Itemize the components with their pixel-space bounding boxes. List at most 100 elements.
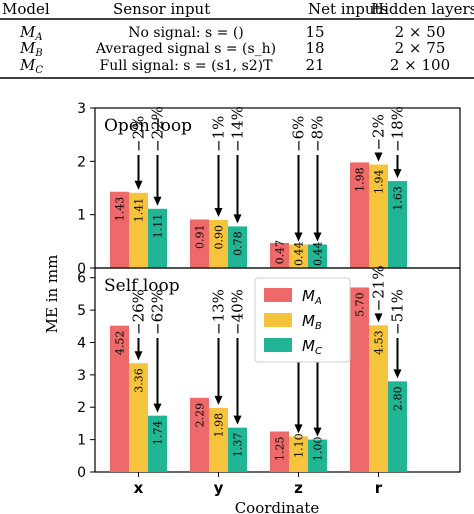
arrow-to-mc-head xyxy=(233,214,242,224)
percent-change-label: −18% xyxy=(389,106,407,152)
table-cell-hidden-layers: 2 × 75 xyxy=(395,39,446,57)
bar-value-label: 0.47 xyxy=(274,240,287,265)
table-cell-net-inputs: 21 xyxy=(305,56,324,74)
y-axis-label: ME in mm xyxy=(43,255,61,334)
x-axis-label: Coordinate xyxy=(235,499,320,514)
table-header-cell: Net inputs xyxy=(308,0,388,18)
percent-change-label: −26% xyxy=(130,289,148,335)
y-tick-label: 2 xyxy=(77,400,86,416)
percent-change-label: −13% xyxy=(210,289,228,335)
arrow-to-mb-head xyxy=(134,180,143,190)
arrow-to-mb-head xyxy=(294,424,303,434)
bar-value-label: 0.78 xyxy=(232,231,245,256)
bar xyxy=(209,220,228,268)
bar xyxy=(289,436,308,472)
table-cell-hidden-layers: 2 × 50 xyxy=(395,23,446,41)
x-tick-label: r xyxy=(375,479,383,497)
panel-title: Open loop xyxy=(104,116,192,136)
legend-swatch xyxy=(264,288,292,302)
legend-swatch xyxy=(264,313,292,327)
bar xyxy=(209,407,228,472)
percent-change-label: −14% xyxy=(229,106,247,152)
bar-value-label: 0.91 xyxy=(194,224,207,249)
bar xyxy=(350,162,369,268)
arrow-to-mb-head xyxy=(214,208,223,217)
bar xyxy=(228,226,247,268)
arrow-to-mc-head xyxy=(313,427,322,437)
x-tick-label: z xyxy=(294,479,303,497)
arrow-to-mb-head xyxy=(374,313,383,323)
bar-value-label: 0.44 xyxy=(293,242,306,266)
bar-value-label: 1.94 xyxy=(373,170,386,195)
bar-value-label: 1.43 xyxy=(114,197,127,222)
bar xyxy=(388,181,407,268)
bar-value-label: 1.98 xyxy=(354,167,367,192)
table-cell-net-inputs: 15 xyxy=(305,23,324,41)
bar xyxy=(110,191,129,268)
bar-value-label: 0.90 xyxy=(213,225,226,250)
legend-swatch xyxy=(264,338,292,352)
bar-value-label: 2.29 xyxy=(194,403,207,428)
y-tick-label: 3 xyxy=(77,101,86,117)
table-cell-sensor-input: No signal: s = () xyxy=(128,25,244,41)
table-header-cell: Model xyxy=(2,0,50,18)
bar xyxy=(350,287,369,472)
percent-change-label: −2% xyxy=(130,116,148,152)
bar-value-label: 5.70 xyxy=(354,292,367,317)
bar xyxy=(308,244,327,268)
bar xyxy=(388,381,407,472)
panel-title: Self loop xyxy=(104,276,180,296)
bar xyxy=(270,242,289,268)
y-tick-label: 1 xyxy=(77,208,86,224)
legend-label: MC xyxy=(302,337,322,357)
table-header-cell: Hidden layers xyxy=(371,0,474,18)
y-tick-label: 3 xyxy=(77,368,86,384)
bar-value-label: 1.98 xyxy=(213,413,226,438)
y-tick-label: 0 xyxy=(77,261,86,277)
bar xyxy=(369,164,388,268)
bar xyxy=(228,427,247,472)
bar xyxy=(190,219,209,268)
arrow-to-mc-head xyxy=(233,415,242,425)
bar xyxy=(270,431,289,472)
table-cell-hidden-layers: 2 × 100 xyxy=(390,56,450,74)
percent-change-label: −62% xyxy=(149,289,167,335)
arrow-to-mc-head xyxy=(393,169,402,179)
table-cell-model: MC xyxy=(19,56,43,76)
bar-value-label: 1.25 xyxy=(274,437,287,462)
y-tick-label: 5 xyxy=(77,303,86,319)
bar xyxy=(289,244,308,268)
bar-value-label: 4.52 xyxy=(114,331,127,356)
bar xyxy=(110,325,129,472)
bar-value-label: 1.63 xyxy=(392,186,405,211)
y-tick-label: 4 xyxy=(77,335,86,351)
bar xyxy=(148,208,167,268)
bar-value-label: 4.53 xyxy=(373,330,386,355)
y-tick-label: 6 xyxy=(77,271,86,287)
percent-change-label: −21% xyxy=(370,265,388,311)
x-tick-label: x xyxy=(134,479,144,497)
bar xyxy=(308,439,327,472)
table-cell-sensor-input: Full signal: s = (s1, s2)T xyxy=(100,58,274,74)
arrow-to-mc-head xyxy=(393,369,402,379)
bar xyxy=(129,363,148,472)
percent-change-label: −40% xyxy=(229,289,247,335)
bar-value-label: 1.00 xyxy=(312,437,325,462)
arrow-to-mc-head xyxy=(153,403,162,413)
x-tick-label: y xyxy=(214,479,224,497)
bar-value-label: 3.36 xyxy=(133,368,146,393)
bar-value-label: 1.74 xyxy=(152,421,165,446)
table-cell-model: MA xyxy=(19,23,43,43)
bar xyxy=(190,397,209,472)
bar-value-label: 0.44 xyxy=(312,242,325,266)
y-tick-label: 2 xyxy=(77,154,86,170)
percent-change-label: −51% xyxy=(389,289,407,335)
percent-change-label: −1% xyxy=(210,116,228,152)
percent-change-label: −2% xyxy=(370,114,388,150)
arrow-to-mb-head xyxy=(134,351,143,361)
bar-value-label: 1.10 xyxy=(293,433,306,458)
arrow-to-mc-head xyxy=(313,232,322,242)
bar-value-label: 2.80 xyxy=(392,386,405,411)
y-tick-label: 1 xyxy=(77,433,86,449)
bar xyxy=(369,325,388,472)
